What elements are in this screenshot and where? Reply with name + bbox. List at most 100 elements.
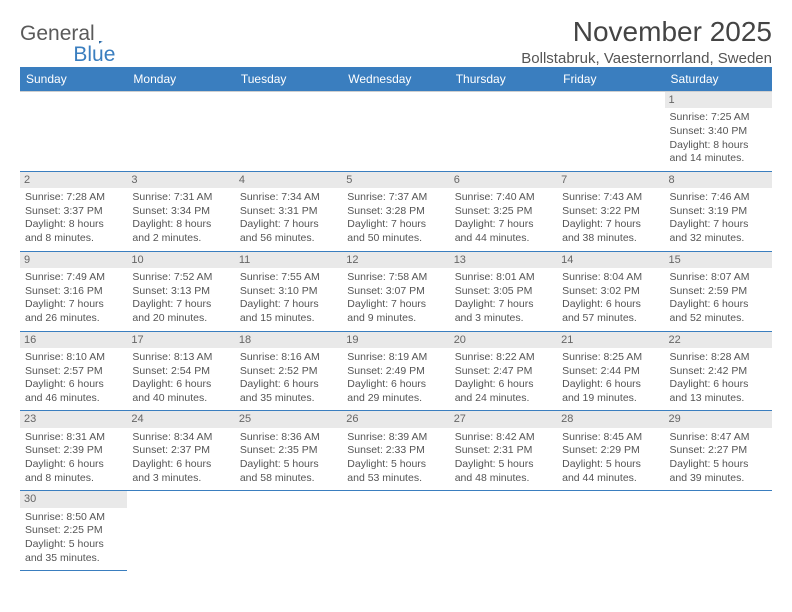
sunrise-text: Sunrise: 8:25 AM <box>562 351 659 365</box>
daylight-text: Daylight: 7 hours and 15 minutes. <box>240 298 337 325</box>
sunrise-text: Sunrise: 7:37 AM <box>347 191 444 205</box>
day-number: 10 <box>127 252 234 268</box>
sunset-text: Sunset: 2:35 PM <box>240 444 337 458</box>
sunrise-text: Sunrise: 8:45 AM <box>562 431 659 445</box>
calendar-cell: 14Sunrise: 8:04 AMSunset: 3:02 PMDayligh… <box>557 251 664 331</box>
weekday-header: Saturday <box>665 67 772 92</box>
sunset-text: Sunset: 2:44 PM <box>562 365 659 379</box>
day-number: 7 <box>557 172 664 188</box>
day-number: 26 <box>342 411 449 427</box>
daylight-text: Daylight: 5 hours and 58 minutes. <box>240 458 337 485</box>
weekday-header: Wednesday <box>342 67 449 92</box>
calendar-cell: 9Sunrise: 7:49 AMSunset: 3:16 PMDaylight… <box>20 251 127 331</box>
calendar-cell <box>127 491 234 571</box>
weekday-header: Sunday <box>20 67 127 92</box>
sunrise-text: Sunrise: 7:58 AM <box>347 271 444 285</box>
daylight-text: Daylight: 7 hours and 50 minutes. <box>347 218 444 245</box>
day-number: 11 <box>235 252 342 268</box>
calendar-cell <box>665 491 772 571</box>
sunset-text: Sunset: 3:05 PM <box>455 285 552 299</box>
sunrise-text: Sunrise: 7:34 AM <box>240 191 337 205</box>
sunrise-text: Sunrise: 8:50 AM <box>25 511 122 525</box>
sunrise-text: Sunrise: 7:31 AM <box>132 191 229 205</box>
logo-flag-icon <box>99 26 103 42</box>
day-number: 8 <box>665 172 772 188</box>
sunrise-text: Sunrise: 8:16 AM <box>240 351 337 365</box>
day-number: 6 <box>450 172 557 188</box>
daylight-text: Daylight: 5 hours and 44 minutes. <box>562 458 659 485</box>
sunset-text: Sunset: 3:10 PM <box>240 285 337 299</box>
title-block: November 2025 Bollstabruk, Vaesternorrla… <box>521 16 772 67</box>
sunset-text: Sunset: 2:37 PM <box>132 444 229 458</box>
sunrise-text: Sunrise: 7:25 AM <box>670 111 767 125</box>
sunset-text: Sunset: 2:54 PM <box>132 365 229 379</box>
daylight-text: Daylight: 6 hours and 8 minutes. <box>25 458 122 485</box>
daylight-text: Daylight: 6 hours and 19 minutes. <box>562 378 659 405</box>
daylight-text: Daylight: 5 hours and 48 minutes. <box>455 458 552 485</box>
day-number: 21 <box>557 332 664 348</box>
sunrise-text: Sunrise: 7:49 AM <box>25 271 122 285</box>
calendar-cell <box>235 92 342 172</box>
daylight-text: Daylight: 6 hours and 40 minutes. <box>132 378 229 405</box>
calendar-cell <box>235 491 342 571</box>
calendar-cell: 10Sunrise: 7:52 AMSunset: 3:13 PMDayligh… <box>127 251 234 331</box>
sunrise-text: Sunrise: 7:55 AM <box>240 271 337 285</box>
sunrise-text: Sunrise: 7:43 AM <box>562 191 659 205</box>
calendar-cell: 13Sunrise: 8:01 AMSunset: 3:05 PMDayligh… <box>450 251 557 331</box>
calendar-cell: 27Sunrise: 8:42 AMSunset: 2:31 PMDayligh… <box>450 411 557 491</box>
weekday-header: Thursday <box>450 67 557 92</box>
sunset-text: Sunset: 3:13 PM <box>132 285 229 299</box>
calendar-cell: 4Sunrise: 7:34 AMSunset: 3:31 PMDaylight… <box>235 171 342 251</box>
sunset-text: Sunset: 3:07 PM <box>347 285 444 299</box>
daylight-text: Daylight: 7 hours and 44 minutes. <box>455 218 552 245</box>
sunrise-text: Sunrise: 8:10 AM <box>25 351 122 365</box>
calendar-cell: 30Sunrise: 8:50 AMSunset: 2:25 PMDayligh… <box>20 491 127 571</box>
sunset-text: Sunset: 2:33 PM <box>347 444 444 458</box>
sunrise-text: Sunrise: 8:39 AM <box>347 431 444 445</box>
daylight-text: Daylight: 6 hours and 24 minutes. <box>455 378 552 405</box>
day-number: 2 <box>20 172 127 188</box>
day-number: 9 <box>20 252 127 268</box>
weekday-header: Friday <box>557 67 664 92</box>
daylight-text: Daylight: 6 hours and 52 minutes. <box>670 298 767 325</box>
sunset-text: Sunset: 3:40 PM <box>670 125 767 139</box>
calendar-cell: 23Sunrise: 8:31 AMSunset: 2:39 PMDayligh… <box>20 411 127 491</box>
day-number: 4 <box>235 172 342 188</box>
sunrise-text: Sunrise: 8:31 AM <box>25 431 122 445</box>
sunset-text: Sunset: 3:02 PM <box>562 285 659 299</box>
day-number: 24 <box>127 411 234 427</box>
sunset-text: Sunset: 2:52 PM <box>240 365 337 379</box>
sunrise-text: Sunrise: 8:04 AM <box>562 271 659 285</box>
calendar-cell <box>342 491 449 571</box>
daylight-text: Daylight: 6 hours and 46 minutes. <box>25 378 122 405</box>
daylight-text: Daylight: 5 hours and 39 minutes. <box>670 458 767 485</box>
logo-text-2: Blue <box>73 43 115 67</box>
sunset-text: Sunset: 2:59 PM <box>670 285 767 299</box>
sunset-text: Sunset: 3:31 PM <box>240 205 337 219</box>
calendar-cell: 15Sunrise: 8:07 AMSunset: 2:59 PMDayligh… <box>665 251 772 331</box>
sunrise-text: Sunrise: 7:28 AM <box>25 191 122 205</box>
sunset-text: Sunset: 2:25 PM <box>25 524 122 538</box>
calendar-cell: 11 Sunrise: 7:55 AMSunset: 3:10 PMDayligh… <box>235 251 342 331</box>
daylight-text: Daylight: 8 hours and 2 minutes. <box>132 218 229 245</box>
calendar-cell: 3Sunrise: 7:31 AMSunset: 3:34 PMDaylight… <box>127 171 234 251</box>
daylight-text: Daylight: 6 hours and 13 minutes. <box>670 378 767 405</box>
calendar-cell: 7Sunrise: 7:43 AMSunset: 3:22 PMDaylight… <box>557 171 664 251</box>
calendar-cell: 12Sunrise: 7:58 AMSunset: 3:07 PMDayligh… <box>342 251 449 331</box>
day-number: 3 <box>127 172 234 188</box>
sunset-text: Sunset: 2:42 PM <box>670 365 767 379</box>
day-number: 20 <box>450 332 557 348</box>
sunset-text: Sunset: 3:25 PM <box>455 205 552 219</box>
day-number: 19 <box>342 332 449 348</box>
calendar-cell: 19Sunrise: 8:19 AMSunset: 2:49 PMDayligh… <box>342 331 449 411</box>
calendar-cell: 8Sunrise: 7:46 AMSunset: 3:19 PMDaylight… <box>665 171 772 251</box>
calendar-cell: 29Sunrise: 8:47 AMSunset: 2:27 PMDayligh… <box>665 411 772 491</box>
calendar-cell <box>557 92 664 172</box>
calendar-cell: 26Sunrise: 8:39 AMSunset: 2:33 PMDayligh… <box>342 411 449 491</box>
daylight-text: Daylight: 8 hours and 14 minutes. <box>670 139 767 166</box>
sunset-text: Sunset: 3:16 PM <box>25 285 122 299</box>
calendar-cell <box>20 92 127 172</box>
daylight-text: Daylight: 5 hours and 35 minutes. <box>25 538 122 565</box>
sunset-text: Sunset: 3:19 PM <box>670 205 767 219</box>
sunset-text: Sunset: 2:49 PM <box>347 365 444 379</box>
